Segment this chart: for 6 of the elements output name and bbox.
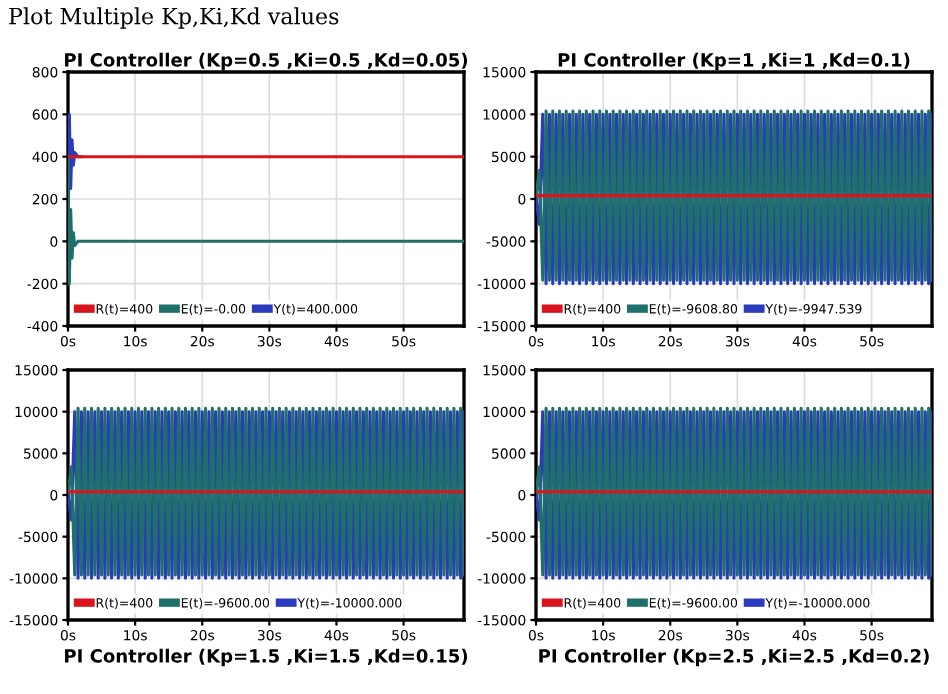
text: Plot Multiple Kp,Ki,Kd values	[9, 7, 339, 29]
text: PI Controller (Kp=1.5 ,Ki=1.5 ,Kd=0.15)	[65, 648, 468, 667]
chart-title: PI Controller (Kp=1 ,Ki=1 ,Kd=0.1)	[558, 52, 910, 71]
line-series	[68, 155, 464, 286]
chart-title: PI Controller (Kp=0.5 ,Ki=0.5 ,Kd=0.05)	[65, 52, 468, 71]
text: PI Controller (Kp=2.5 ,Ki=2.5 ,Kd=0.2)	[539, 648, 929, 667]
